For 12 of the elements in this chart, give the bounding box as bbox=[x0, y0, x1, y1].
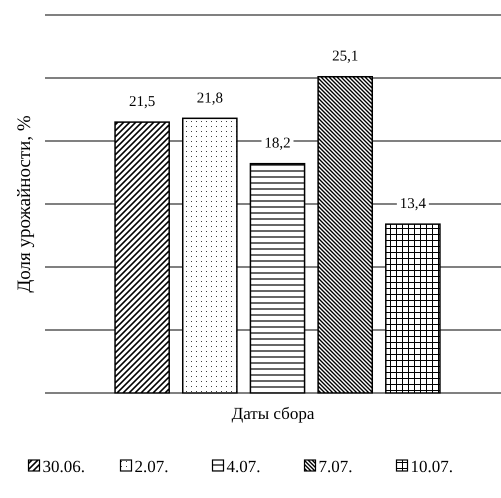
legend-label: 4.07. bbox=[226, 456, 260, 476]
legend-label: 2.07. bbox=[134, 456, 168, 476]
data-label: 13,4 bbox=[400, 196, 426, 212]
legend-label: 30.06. bbox=[42, 456, 85, 476]
legend-label: 7.07. bbox=[318, 456, 352, 476]
legend-label: 10.07. bbox=[410, 456, 453, 476]
data-label: 18,2 bbox=[264, 136, 291, 152]
data-label: 21,5 bbox=[129, 94, 156, 110]
data-label: 25,1 bbox=[332, 48, 358, 65]
data-label: 21,8 bbox=[196, 90, 223, 106]
x-axis-title: Даты сбора bbox=[232, 404, 315, 423]
y-axis-title: Доля урожайности, % bbox=[14, 115, 35, 293]
